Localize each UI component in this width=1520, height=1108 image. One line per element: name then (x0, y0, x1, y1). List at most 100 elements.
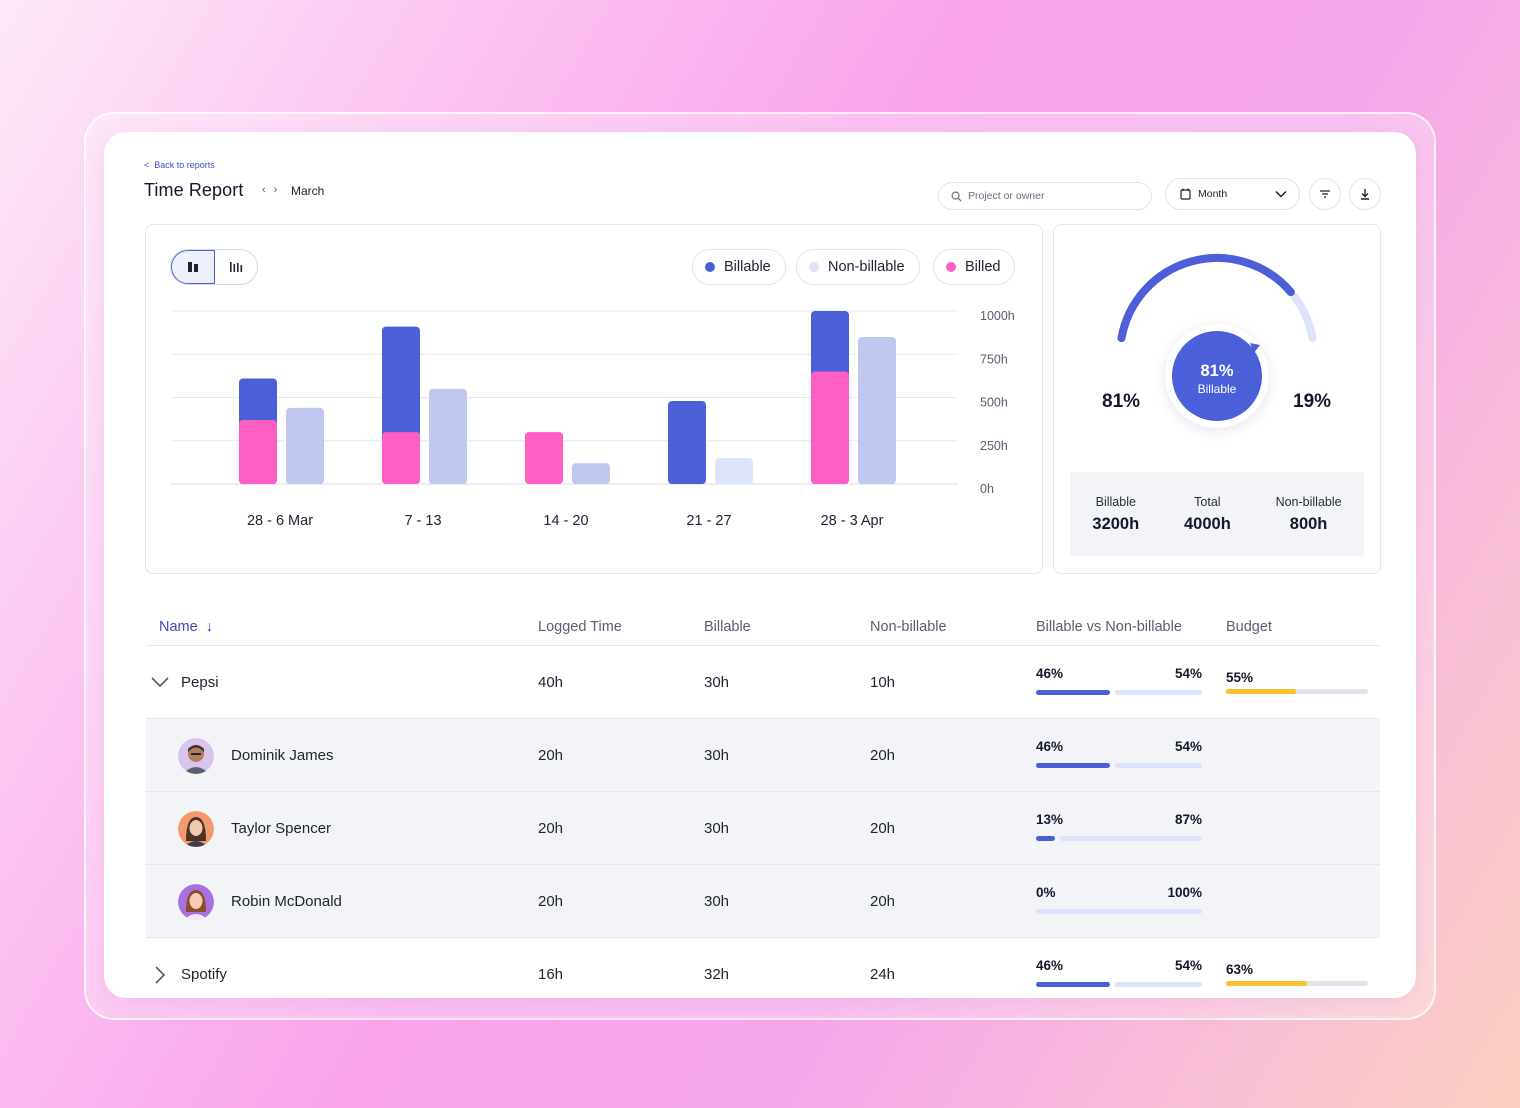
gauge-pointer (1250, 343, 1260, 353)
column-header-non-billable[interactable]: Non-billable (870, 619, 947, 635)
ratio-billable-pct: 0% (1036, 885, 1056, 900)
row-non-billable: 20h (870, 893, 896, 910)
legend-billable[interactable]: Billable (692, 249, 786, 285)
budget-pct: 63% (1226, 962, 1254, 977)
column-header-budget[interactable]: Budget (1226, 619, 1272, 635)
x-tick-label: 21 - 27 (686, 513, 731, 529)
bar-non-billable (715, 458, 753, 484)
column-header-billable[interactable]: Billable (704, 619, 751, 635)
ratio-non-billable-segment (1114, 690, 1202, 695)
sort-down-icon: ↓ (205, 619, 213, 635)
ratio-non-billable-pct: 54% (1174, 958, 1202, 973)
x-tick-label: 28 - 6 Mar (247, 513, 313, 529)
period-select-value: Month (1198, 188, 1228, 200)
stacked-view-button[interactable] (171, 250, 215, 284)
row-billable: 32h (704, 966, 730, 983)
row-logged: 20h (538, 747, 564, 764)
row-name: Spotify (181, 966, 227, 983)
prev-period-icon[interactable]: ‹ (262, 184, 266, 196)
table-row-dominik-james[interactable]: Dominik James 20h 30h 20h 46% 54% (146, 719, 1380, 792)
chevron-right-icon[interactable] (154, 965, 166, 985)
table-row-spotify[interactable]: Spotify 16h 32h 24h 46% 54% 63% (146, 938, 1380, 998)
billable-percent: 81% (1102, 391, 1141, 412)
non-billable-percent: 19% (1293, 391, 1332, 412)
budget-bar-fill (1226, 981, 1307, 986)
column-header-logged[interactable]: Logged Time (538, 619, 622, 635)
legend-dot-non-billable (809, 262, 819, 272)
ratio-non-billable-pct: 54% (1174, 739, 1202, 754)
gauge-center-value: 81% (1200, 362, 1233, 380)
ratio-non-billable-segment (1114, 982, 1202, 987)
column-header-ratio[interactable]: Billable vs Non-billable (1036, 619, 1182, 635)
ratio-bar (1036, 982, 1202, 987)
summary-billable-value: 3200h (1092, 514, 1140, 533)
bar-billed (525, 432, 563, 484)
legend-non-billable[interactable]: Non-billable (796, 249, 920, 285)
filter-icon (1320, 190, 1330, 198)
calendar-icon (1180, 188, 1191, 200)
row-non-billable: 20h (870, 747, 896, 764)
budget-bar-fill (1226, 689, 1297, 694)
gauge-track (1291, 293, 1317, 343)
grouped-view-button[interactable] (215, 250, 257, 284)
chevron-left-icon: < (144, 160, 150, 170)
search-box[interactable] (938, 182, 1152, 210)
ratio-non-billable-pct: 100% (1167, 885, 1202, 900)
x-tick-label: 7 - 13 (404, 513, 441, 529)
avatar (178, 811, 214, 847)
billable-gauge: 81% Billable (1117, 254, 1317, 428)
ratio-billable-pct: 46% (1036, 666, 1064, 681)
y-tick-label: 250h (980, 439, 1008, 453)
gauge-center-circle (1172, 331, 1262, 421)
ratio-bar (1036, 763, 1202, 768)
y-tick-label: 500h (980, 396, 1008, 410)
bar-billed (811, 371, 849, 484)
x-tick-label: 14 - 20 (543, 513, 588, 529)
table-row-robin-mcdonald[interactable]: Robin McDonald 20h 30h 20h 0% 100% (146, 865, 1380, 938)
summary-non-billable-label: Non-billable (1275, 494, 1342, 509)
ratio-bar (1036, 836, 1202, 841)
ratio-non-billable-pct: 87% (1174, 812, 1202, 827)
bar-billed (382, 432, 420, 484)
ratio-billable-segment (1036, 836, 1056, 841)
download-icon (1361, 189, 1369, 200)
download-button[interactable] (1349, 178, 1381, 210)
x-tick-label: 28 - 3 Apr (821, 513, 884, 529)
avatar (178, 884, 214, 920)
next-period-icon[interactable]: › (273, 184, 278, 196)
summary-billable: Billable 3200h (1092, 495, 1139, 534)
ratio-billable-segment (1036, 763, 1110, 768)
table-row-pepsi[interactable]: Pepsi 40h 30h 10h 46% 54% 55% (146, 646, 1380, 719)
column-header-name[interactable]: Name ↓ (159, 619, 213, 635)
time-report-card: < Back to reports Time Report ‹ › March … (104, 132, 1416, 998)
filter-button[interactable] (1309, 178, 1341, 210)
table-header-divider (146, 645, 1380, 646)
chevron-down-icon[interactable] (150, 676, 170, 688)
row-logged: 16h (538, 966, 564, 983)
billable-gauge-panel: 81% Billable 81% 19% Billable 3200h Tota… (1053, 224, 1381, 574)
bar-chart-panel: Billable Non-billable Billed 1000h 750h 50… (145, 224, 1043, 574)
legend-label-non-billable: Non-billable (828, 259, 905, 275)
ratio-non-billable-pct: 54% (1174, 666, 1202, 681)
bar-non-billable (572, 463, 610, 484)
table-row-taylor-spencer[interactable]: Taylor Spencer 20h 30h 20h 13% 87% (146, 792, 1380, 865)
legend-label-billed: Billed (965, 259, 1001, 275)
back-to-reports-link[interactable]: < Back to reports (144, 160, 215, 170)
gauge-billable-arc (1117, 254, 1295, 343)
bar-billed (239, 419, 277, 484)
summary-total-value: 4000h (1183, 514, 1231, 533)
search-input[interactable] (968, 190, 1138, 202)
ratio-billable-pct: 46% (1036, 739, 1064, 754)
hours-summary: Billable 3200h Total 4000h Non-billable … (1070, 472, 1364, 556)
period-select[interactable]: Month (1165, 178, 1300, 210)
bar-billable (668, 400, 706, 484)
ratio-bar (1036, 909, 1202, 914)
row-logged: 20h (538, 820, 564, 837)
back-link-label: Back to reports (154, 160, 215, 170)
legend-dot-billed (946, 262, 956, 272)
legend-billed[interactable]: Billed (933, 249, 1016, 285)
legend-dot-billable (705, 262, 715, 272)
summary-non-billable-value: 800h (1289, 514, 1328, 533)
column-header-name-label: Name (159, 619, 198, 635)
row-non-billable: 20h (870, 820, 896, 837)
